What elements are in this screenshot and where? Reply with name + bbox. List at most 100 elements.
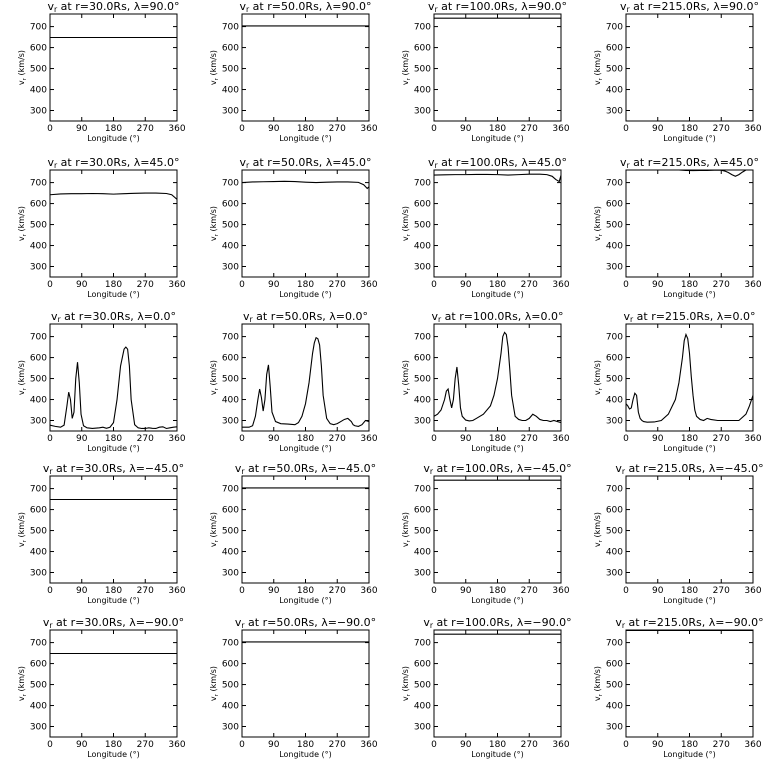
y-tick-label: 300 (30, 417, 47, 427)
y-axis-label: vr (km/s) (401, 666, 412, 701)
x-tick-label: 360 (360, 740, 377, 750)
x-tick-label: 0 (47, 124, 53, 134)
x-tick-label: 0 (47, 740, 53, 750)
y-tick-label: 400 (222, 242, 239, 252)
y-tick-label: 300 (222, 107, 239, 117)
series-line (434, 331, 561, 424)
x-axis-label: Longitude (°) (87, 444, 140, 453)
y-axis-label: vr (km/s) (17, 512, 28, 547)
chart-title: vr at r=100.0Rs, λ=−90.0° (423, 616, 571, 630)
series-line (678, 170, 747, 177)
y-tick-label: 300 (606, 107, 623, 117)
y-tick-label: 300 (414, 107, 431, 117)
x-tick-label: 270 (329, 740, 346, 750)
series-line (50, 346, 177, 430)
y-tick-label: 400 (414, 702, 431, 712)
plot-frame (625, 475, 754, 584)
x-tick-label: 360 (360, 280, 377, 290)
y-axis-label: vr (km/s) (401, 360, 412, 395)
chart-title: vr at r=30.0Rs, λ=90.0° (47, 0, 179, 14)
x-tick-label: 180 (297, 434, 314, 444)
x-axis-label: Longitude (°) (663, 134, 716, 143)
y-tick-label: 500 (30, 65, 47, 75)
x-axis-label: Longitude (°) (471, 750, 524, 759)
x-tick-label: 270 (521, 434, 538, 444)
x-axis-label: Longitude (°) (279, 750, 332, 759)
x-tick-label: 180 (297, 586, 314, 596)
y-tick-label: 600 (222, 44, 239, 54)
y-tick-label: 500 (606, 527, 623, 537)
x-axis-label: Longitude (°) (663, 750, 716, 759)
plot-frame (49, 169, 178, 278)
x-tick-label: 270 (137, 586, 154, 596)
chart-panel: vr at r=215.0Rs, λ=−45.0° 0 90 180 270 360 300… (593, 462, 764, 605)
x-tick-label: 90 (652, 586, 664, 596)
x-tick-label: 0 (623, 280, 629, 290)
x-tick-label: 360 (552, 740, 569, 750)
x-tick-label: 360 (360, 434, 377, 444)
series-line (626, 332, 753, 423)
series-line (242, 336, 369, 428)
y-tick-label: 300 (222, 417, 239, 427)
x-tick-label: 180 (681, 434, 698, 444)
x-axis-label: Longitude (°) (663, 596, 716, 605)
x-axis-label: Longitude (°) (279, 444, 332, 453)
y-tick-label: 500 (222, 527, 239, 537)
y-axis-label: vr (km/s) (593, 206, 604, 241)
y-tick-label: 700 (414, 23, 431, 33)
y-tick-label: 500 (414, 65, 431, 75)
x-tick-label: 90 (268, 434, 280, 444)
plot-frame (49, 629, 178, 738)
chart-title: vr at r=50.0Rs, λ=−45.0° (235, 462, 376, 476)
y-tick-label: 500 (222, 221, 239, 231)
plot-frame (241, 13, 370, 122)
plot-frame (241, 323, 370, 432)
x-tick-label: 0 (623, 434, 629, 444)
chart-panel: vr at r=50.0Rs, λ=−90.0° 0 90 180 270 360 300 4… (209, 616, 378, 759)
x-axis-label: Longitude (°) (279, 134, 332, 143)
y-tick-label: 600 (30, 200, 47, 210)
x-tick-label: 90 (76, 740, 88, 750)
chart-panel: vr at r=215.0Rs, λ=45.0° 0 90 180 270 360 300 4… (593, 156, 762, 299)
x-axis-label: Longitude (°) (87, 290, 140, 299)
x-tick-label: 180 (489, 434, 506, 444)
y-tick-label: 300 (414, 263, 431, 273)
chart-title: vr at r=100.0Rs, λ=0.0° (431, 310, 563, 324)
y-tick-label: 500 (414, 527, 431, 537)
plot-frame (625, 169, 754, 278)
y-tick-label: 700 (30, 23, 47, 33)
x-tick-label: 90 (652, 434, 664, 444)
y-tick-label: 700 (606, 639, 623, 649)
x-tick-label: 0 (47, 434, 53, 444)
chart-title: vr at r=215.0Rs, λ=−45.0° (615, 462, 763, 476)
x-axis-label: Longitude (°) (87, 596, 140, 605)
x-tick-label: 0 (239, 740, 245, 750)
y-tick-label: 600 (606, 506, 623, 516)
y-tick-label: 700 (414, 639, 431, 649)
y-tick-label: 600 (30, 44, 47, 54)
x-tick-label: 90 (652, 124, 664, 134)
y-tick-label: 700 (222, 23, 239, 33)
y-tick-label: 300 (222, 569, 239, 579)
x-axis-label: Longitude (°) (279, 596, 332, 605)
y-tick-label: 400 (30, 396, 47, 406)
x-tick-label: 360 (168, 124, 185, 134)
x-tick-label: 360 (168, 586, 185, 596)
x-axis-label: Longitude (°) (663, 444, 716, 453)
x-tick-label: 180 (489, 280, 506, 290)
y-axis-label: vr (km/s) (209, 360, 220, 395)
x-tick-label: 360 (360, 124, 377, 134)
y-tick-label: 700 (606, 23, 623, 33)
x-tick-label: 270 (329, 434, 346, 444)
x-tick-label: 0 (47, 586, 53, 596)
chart-title: vr at r=30.0Rs, λ=45.0° (47, 156, 179, 170)
x-tick-label: 0 (239, 124, 245, 134)
y-tick-label: 500 (606, 681, 623, 691)
x-axis-label: Longitude (°) (471, 444, 524, 453)
x-tick-label: 270 (521, 740, 538, 750)
y-tick-label: 300 (30, 723, 47, 733)
x-tick-label: 270 (329, 280, 346, 290)
x-tick-label: 270 (713, 124, 730, 134)
x-tick-label: 270 (137, 124, 154, 134)
